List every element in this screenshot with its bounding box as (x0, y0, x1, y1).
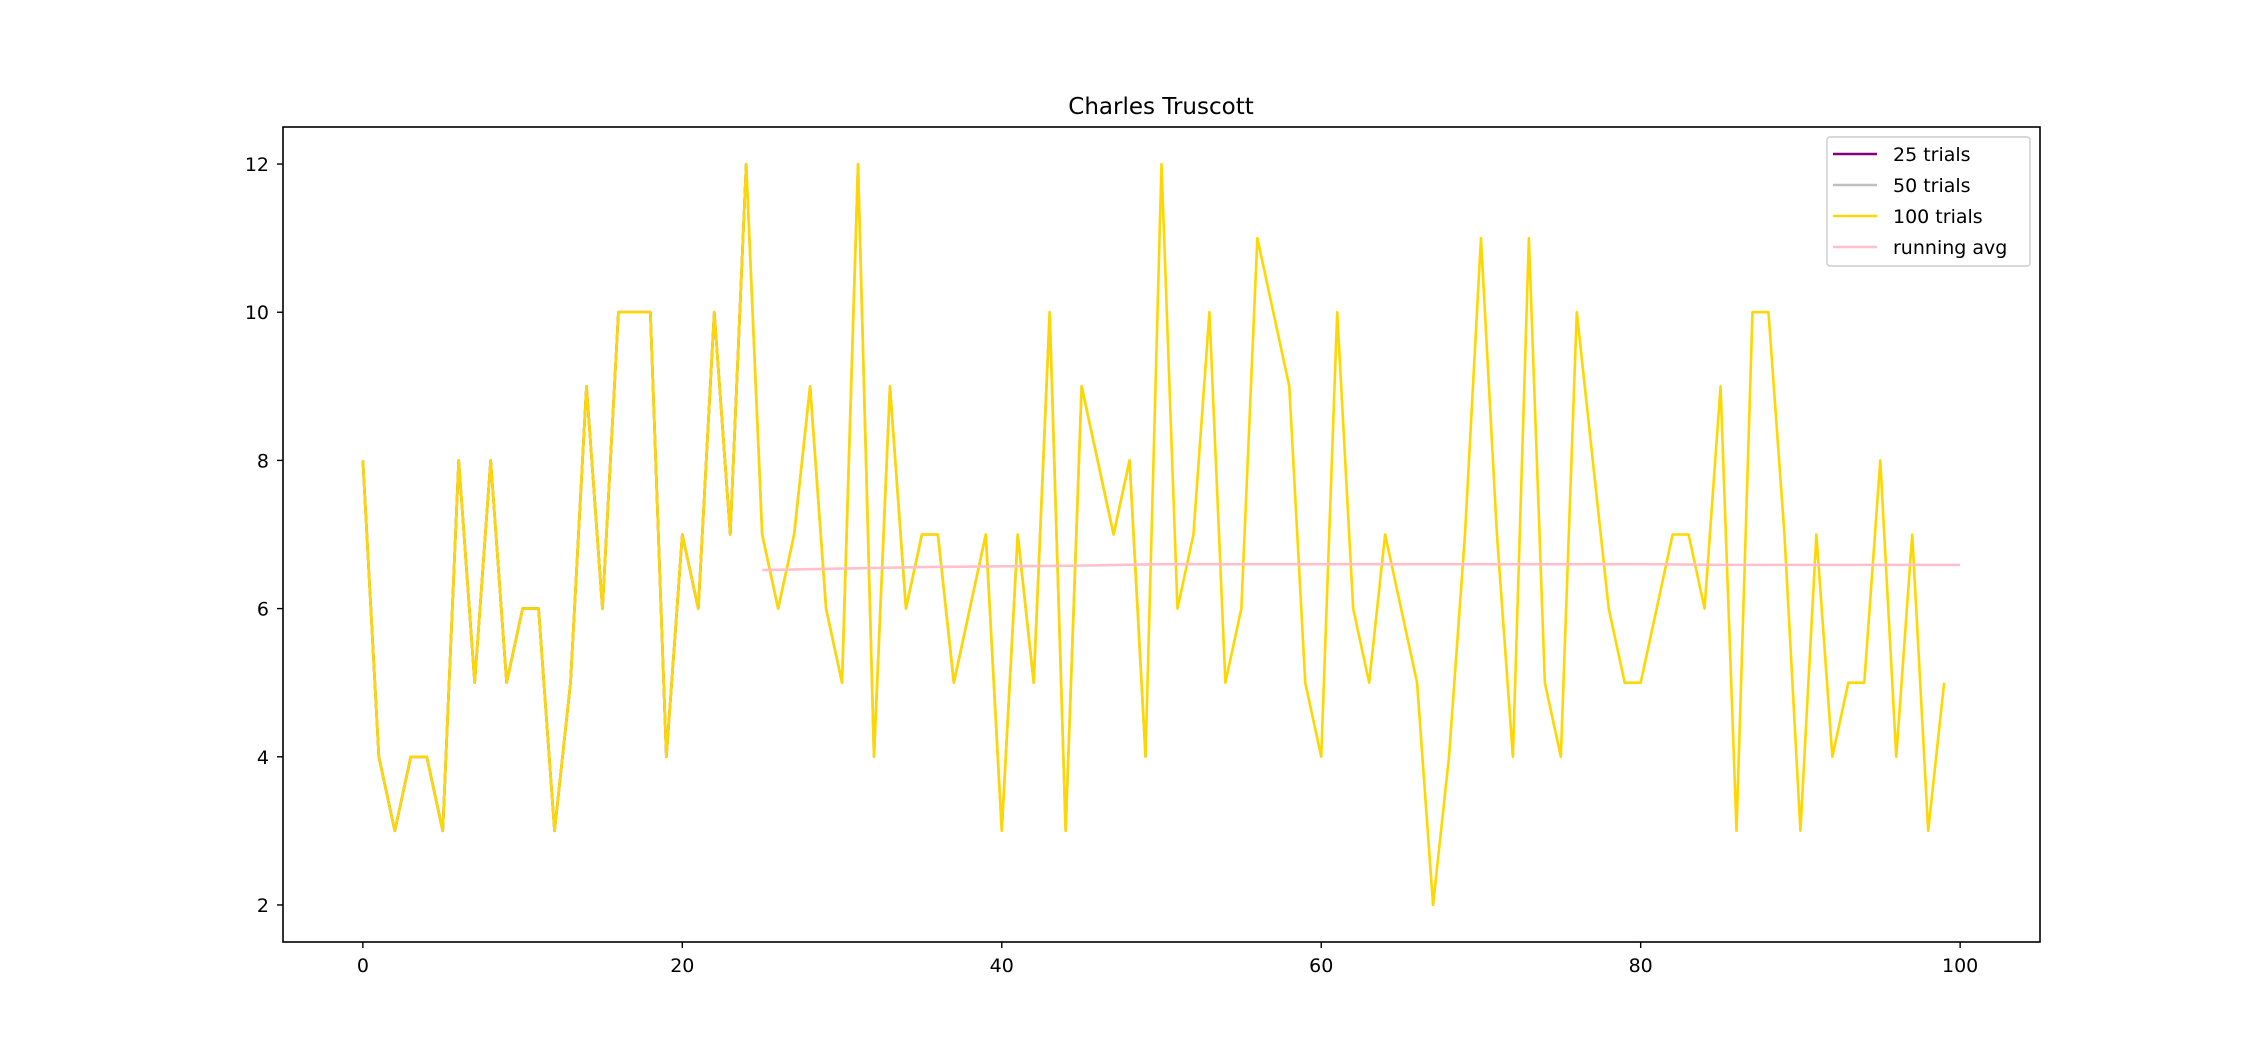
series-line-50-trials (361, 162, 1147, 833)
x-axis: 0 20 40 60 80 100 (357, 942, 1978, 977)
y-tick-label: 2 (257, 895, 269, 917)
legend: 25 trials 50 trials 100 trials running avg (1826, 136, 2031, 267)
series-line-running-avg (762, 562, 1961, 572)
x-tick-label: 20 (670, 955, 694, 977)
series-layer (361, 162, 1961, 907)
chart-title: Charles Truscott (1068, 94, 1253, 120)
series-line-100-trials (361, 162, 1946, 907)
legend-label-50-trials: 50 trials (1893, 175, 1971, 197)
legend-box (1826, 136, 2031, 267)
x-tick-label: 80 (1629, 955, 1653, 977)
plot-frame (282, 126, 2041, 943)
y-tick-label: 6 (257, 599, 269, 621)
x-tick-label: 40 (990, 955, 1014, 977)
x-tick-label: 0 (357, 955, 369, 977)
legend-label-100-trials: 100 trials (1893, 206, 1983, 228)
series-line-25-trials (361, 163, 748, 833)
legend-label-25-trials: 25 trials (1893, 144, 1971, 166)
y-axis: 2 4 6 8 10 12 (245, 154, 283, 917)
y-tick-label: 8 (257, 450, 269, 472)
legend-label-running-avg: running avg (1893, 237, 2007, 259)
x-tick-label: 60 (1309, 955, 1333, 977)
x-tick-label: 100 (1942, 955, 1978, 977)
y-tick-label: 10 (245, 302, 269, 324)
y-tick-label: 12 (245, 154, 269, 176)
y-tick-label: 4 (257, 747, 269, 769)
